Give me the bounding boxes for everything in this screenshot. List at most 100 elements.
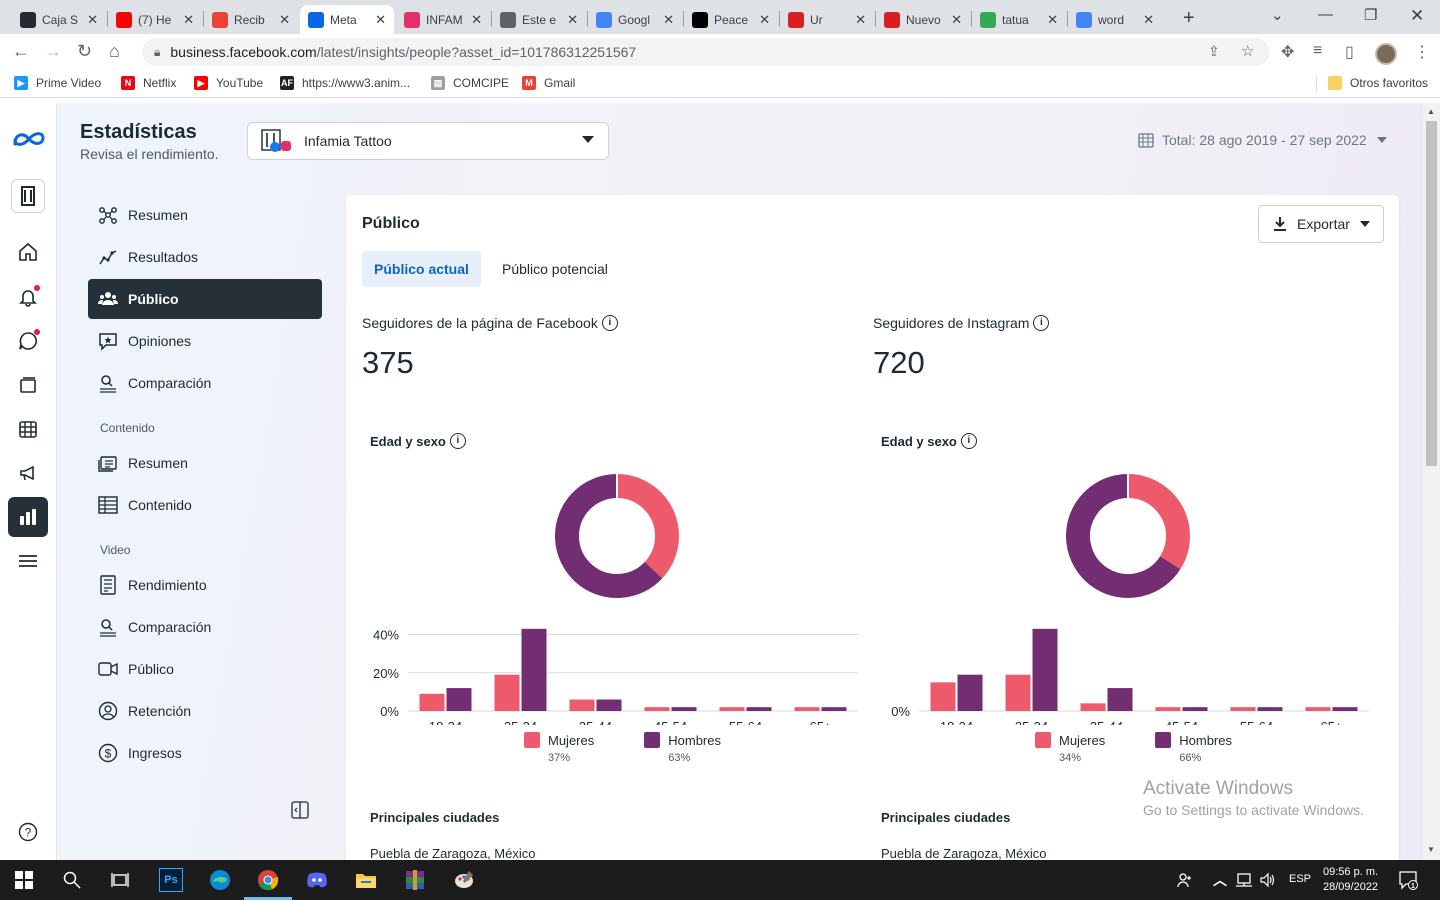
discord-icon[interactable] — [305, 868, 329, 892]
tab-close-icon[interactable]: ✕ — [183, 11, 194, 27]
nav-comparacion[interactable]: Comparación — [88, 363, 322, 403]
browser-tab[interactable]: Meta ✕ — [300, 5, 394, 34]
bookmark-star-icon[interactable]: ☆ — [1241, 43, 1255, 60]
new-tab-plus-icon[interactable]: + — [1183, 7, 1195, 29]
reload-icon[interactable]: ↻ — [77, 41, 93, 61]
browser-tab[interactable]: word ✕ — [1068, 5, 1162, 34]
browser-tab[interactable]: INFAM ✕ — [396, 5, 490, 34]
side-panel-icon[interactable]: ▯ — [1345, 44, 1354, 61]
inbox-chat-icon[interactable] — [17, 330, 39, 352]
task-view-icon[interactable] — [108, 868, 132, 892]
page-scrollbar[interactable]: ▲ ▼ — [1423, 103, 1440, 860]
collapse-sidebar-icon[interactable] — [291, 801, 309, 819]
tab-close-icon[interactable]: ✕ — [855, 11, 866, 27]
language-indicator[interactable]: ESP — [1289, 873, 1312, 885]
browser-tab[interactable]: Recib ✕ — [204, 5, 298, 34]
tab-close-icon[interactable]: ✕ — [375, 11, 386, 27]
page-avatar-icon[interactable] — [11, 179, 45, 213]
browser-tab[interactable]: (7) He ✕ — [108, 5, 202, 34]
tab-close-icon[interactable]: ✕ — [663, 11, 674, 27]
people-icon[interactable] — [1173, 868, 1197, 892]
file-explorer-icon[interactable] — [354, 868, 378, 892]
nav-contenido[interactable]: Contenido — [88, 485, 322, 525]
chrome-icon[interactable] — [256, 868, 280, 892]
restore-icon[interactable]: ❐ — [1364, 7, 1378, 24]
info-icon[interactable]: i — [449, 433, 466, 449]
info-icon[interactable]: i — [601, 315, 618, 331]
edge-icon[interactable] — [208, 868, 232, 892]
all-tools-menu-icon[interactable] — [17, 550, 39, 572]
nav-contenido-resumen[interactable]: Resumen — [88, 443, 322, 483]
date-range-picker[interactable]: Total: 28 ago 2019 - 27 sep 2022 — [1138, 132, 1387, 148]
tab-close-icon[interactable]: ✕ — [471, 11, 482, 27]
bookmark-item[interactable]: ▤ COMCIPE — [431, 76, 509, 90]
nav-video-publico[interactable]: Público — [88, 649, 322, 689]
tab-close-icon[interactable]: ✕ — [1143, 11, 1154, 27]
tab-close-icon[interactable]: ✕ — [87, 11, 98, 27]
nav-video-comparacion[interactable]: Comparación — [88, 607, 322, 647]
bookmark-item[interactable]: M Gmail — [522, 76, 575, 90]
browser-tab[interactable]: Ur ✕ — [780, 5, 874, 34]
notifications-bell-icon[interactable] — [17, 286, 39, 308]
tab-search-chevron-icon[interactable]: ⌄ — [1271, 7, 1284, 24]
bookmark-item[interactable]: N Netflix — [121, 76, 176, 90]
scroll-up-arrow-icon[interactable]: ▲ — [1427, 107, 1435, 116]
bookmark-item[interactable]: AF https://www3.anim... — [280, 76, 410, 90]
profile-avatar[interactable] — [1375, 43, 1397, 65]
address-bar[interactable]: 🔒︎ business.facebook.com/latest/insights… — [142, 38, 1270, 66]
other-bookmarks[interactable]: Otros favoritos — [1328, 76, 1428, 90]
tab-close-icon[interactable]: ✕ — [759, 11, 770, 27]
home-icon[interactable]: ⌂ — [109, 41, 120, 61]
network-icon[interactable] — [1232, 868, 1256, 892]
windows-start-icon[interactable] — [12, 868, 36, 892]
tab-close-icon[interactable]: ✕ — [567, 11, 578, 27]
nav-resultados[interactable]: Resultados — [88, 237, 322, 277]
url-text[interactable]: business.facebook.com/latest/insights/pe… — [170, 44, 637, 60]
info-icon[interactable]: i — [960, 433, 977, 449]
meta-logo-icon[interactable] — [12, 128, 46, 150]
browser-tab[interactable]: Este e ✕ — [492, 5, 586, 34]
chevron-up-icon[interactable]: ︿ — [1213, 872, 1227, 888]
reading-list-icon[interactable]: ≡ — [1313, 42, 1323, 59]
nav-video-rendimiento[interactable]: Rendimiento — [88, 565, 322, 605]
tab-close-icon[interactable]: ✕ — [951, 11, 962, 27]
tab-publico-potencial[interactable]: Público potencial — [502, 261, 608, 277]
account-selector[interactable]: Infamia Tattoo — [247, 122, 609, 160]
browser-tab[interactable]: tatua ✕ — [972, 5, 1066, 34]
notifications-center-icon[interactable]: 1 — [1396, 868, 1420, 892]
browser-tab[interactable]: Googl ✕ — [588, 5, 682, 34]
lock-icon[interactable]: 🔒︎ — [154, 44, 161, 59]
export-button[interactable]: Exportar — [1258, 205, 1384, 243]
nav-video-retencion[interactable]: Retención — [88, 691, 322, 731]
search-icon[interactable] — [60, 868, 84, 892]
back-arrow-icon[interactable]: ← — [12, 41, 30, 61]
forward-arrow-icon[interactable]: → — [44, 41, 62, 61]
share-icon[interactable]: ⇪ — [1208, 43, 1220, 59]
scroll-thumb[interactable] — [1426, 121, 1437, 466]
bookmark-item[interactable]: ▶ Prime Video — [14, 76, 101, 90]
menu-dots-icon[interactable]: ⋮ — [1414, 44, 1430, 61]
ads-megaphone-icon[interactable] — [17, 462, 39, 484]
photoshop-icon[interactable]: Ps — [159, 868, 183, 892]
nav-resumen[interactable]: Resumen — [88, 195, 322, 235]
bookmark-item[interactable]: ▶ YouTube — [194, 76, 263, 90]
browser-tab[interactable]: Nuevo ✕ — [876, 5, 970, 34]
browser-tab[interactable]: Caja S ✕ — [12, 5, 106, 34]
volume-icon[interactable] — [1256, 868, 1280, 892]
posts-icon[interactable] — [17, 374, 39, 396]
scroll-down-arrow-icon[interactable]: ▼ — [1427, 845, 1435, 854]
insights-nav-active[interactable] — [8, 497, 48, 537]
calendar-planner-icon[interactable] — [17, 418, 39, 440]
nav-publico[interactable]: Público — [88, 279, 322, 319]
minimize-icon[interactable]: — — [1318, 6, 1333, 23]
info-icon[interactable]: i — [1033, 315, 1050, 331]
window-close-icon[interactable]: ✕ — [1410, 6, 1425, 25]
clock[interactable]: 09:56 p. m. 28/09/2022 — [1323, 865, 1378, 895]
tab-close-icon[interactable]: ✕ — [279, 11, 290, 27]
help-icon[interactable]: ? — [17, 821, 39, 843]
tab-publico-actual[interactable]: Público actual — [362, 251, 481, 287]
extensions-puzzle-icon[interactable]: ✥ — [1281, 44, 1295, 61]
nav-video-ingresos[interactable]: $ Ingresos — [88, 733, 322, 773]
paint-icon[interactable] — [452, 868, 476, 892]
nav-opiniones[interactable]: Opiniones — [88, 321, 322, 361]
